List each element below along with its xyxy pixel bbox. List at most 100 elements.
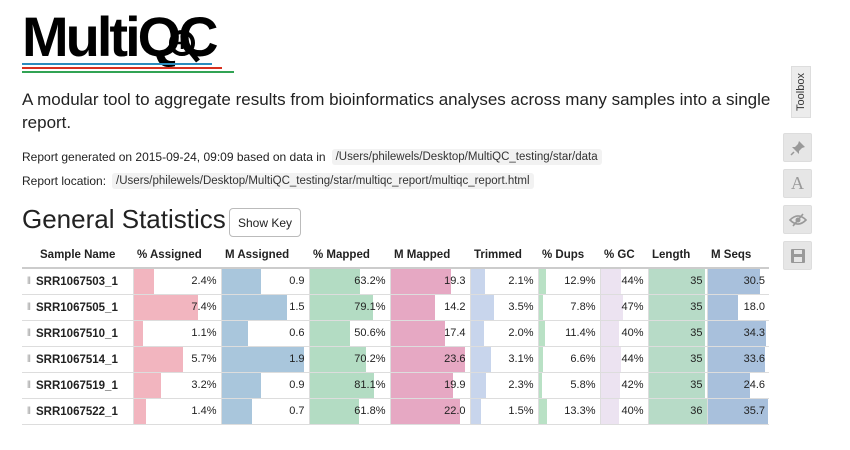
cell-value: 18.0 [743,301,765,313]
cell-m-mapped: 22.0 [389,398,470,425]
value-bar [470,269,485,294]
row-drag-handle-icon[interactable]: ‖ [22,294,36,321]
sample-name-cell: SRR1067519_1 [36,372,133,399]
column-header-trimmed[interactable]: Trimmed [470,243,538,269]
cell-pct-assigned: 7.4% [132,294,221,321]
column-header-pct-gc[interactable]: % GC [600,243,648,269]
cell-value: 3.5% [508,301,534,313]
pin-icon [789,140,805,156]
cell-m-mapped: 23.6 [389,346,470,373]
value-bar [133,399,146,424]
row-drag-handle-icon[interactable]: ‖ [22,346,36,373]
cell-value: 1.5 [289,301,305,313]
cell-value: 30.5 [743,275,765,287]
value-bar [648,399,707,424]
cell-value: 35 [690,327,703,339]
cell-pct-assigned: 2.4% [132,268,221,295]
cell-length: 35 [647,346,707,373]
value-bar [648,321,705,346]
cell-length: 35 [647,268,707,295]
cell-pct-assigned: 1.4% [132,398,221,425]
value-bar [600,373,621,398]
column-header-m-seqs[interactable]: M Seqs [707,243,769,269]
value-bar [221,373,261,398]
value-bar [390,373,454,398]
value-bar [309,321,350,346]
value-bar [133,295,198,320]
cell-value: 81.1% [354,379,386,391]
cell-pct-mapped: 81.1% [308,372,390,399]
cell-value: 42% [621,379,644,391]
value-bar [470,399,481,424]
value-bar [707,373,750,398]
value-bar [390,321,446,346]
report-path: /Users/philewels/Desktop/MultiQC_testing… [112,173,534,189]
cell-m-mapped: 19.3 [389,268,470,295]
value-bar [390,295,436,320]
row-drag-handle-icon[interactable]: ‖ [22,320,36,347]
cell-value: 35 [690,301,703,313]
toolbox-tab[interactable]: Toolbox [791,66,811,118]
hide-samples-button[interactable] [783,205,812,234]
table-row: ‖ SRR1067519_1 3.2% 0.9 81.1% 19.9 2.3% 5.8% 42%… [22,372,769,399]
column-header-pct-mapped[interactable]: % Mapped [309,243,390,269]
value-bar [600,269,622,294]
intro-lead-text: A modular tool to aggregate results from… [22,90,771,132]
table-row: ‖ SRR1067503_1 2.4% 0.9 63.2% 19.3 2.1% 12.9% 44… [22,268,769,295]
column-header-length[interactable]: Length [648,243,707,269]
cell-value: 24.6 [743,379,765,391]
value-bar [648,295,705,320]
value-bar [648,347,705,372]
cell-value: 1.5% [508,405,534,417]
cell-pct-dups: 6.6% [537,346,600,373]
cell-value: 19.3 [444,275,466,287]
cell-value: 40% [621,327,644,339]
cell-value: 2.0% [508,327,534,339]
pin-button[interactable] [783,133,812,162]
cell-value: 23.6 [444,353,466,365]
highlight-button[interactable]: A [783,169,812,198]
value-bar [309,295,373,320]
row-drag-handle-icon[interactable]: ‖ [22,268,36,295]
value-bar [600,295,623,320]
value-bar [309,269,361,294]
cell-value: 36 [690,405,703,417]
value-bar [221,321,248,346]
report-generated-text: Report generated on 2015-09-24, 09:09 ba… [22,150,326,164]
value-bar [221,347,305,372]
column-header-pct-dups[interactable]: % Dups [538,243,600,269]
show-key-button[interactable]: Show Key [229,208,301,237]
row-drag-handle-icon[interactable]: ‖ [22,372,36,399]
column-header-name[interactable]: Sample Name [36,243,133,269]
column-header-pct-assigned[interactable]: % Assigned [133,243,221,269]
cell-value: 12.9% [564,275,596,287]
value-bar [390,399,461,424]
sample-name-cell: SRR1067514_1 [36,346,133,373]
cell-m-assigned: 0.9 [220,268,309,295]
cell-value: 7.8% [570,301,596,313]
save-icon [790,248,805,263]
column-header-m-mapped[interactable]: M Mapped [390,243,470,269]
cell-value: 47% [621,301,644,313]
cell-m-assigned: 0.6 [220,320,309,347]
value-bar [390,269,452,294]
value-bar [600,347,622,372]
cell-value: 0.7 [289,405,305,417]
value-bar [221,269,261,294]
export-button[interactable] [783,241,812,270]
row-drag-handle-icon[interactable]: ‖ [22,398,36,425]
cell-m-seqs: 30.5 [706,268,769,295]
column-header-m-assigned[interactable]: M Assigned [221,243,309,269]
value-bar [470,347,492,372]
cell-value: 14.2 [444,301,466,313]
cell-value: 61.8% [354,405,386,417]
cell-value: 5.7% [191,353,217,365]
logo-lines-graphic [22,63,234,73]
cell-value: 1.9 [289,353,305,365]
cell-pct-assigned: 1.1% [132,320,221,347]
value-bar [600,399,620,424]
value-bar [133,347,184,372]
cell-value: 22.0 [444,405,466,417]
value-bar [538,347,543,372]
cell-m-seqs: 18.0 [706,294,769,321]
